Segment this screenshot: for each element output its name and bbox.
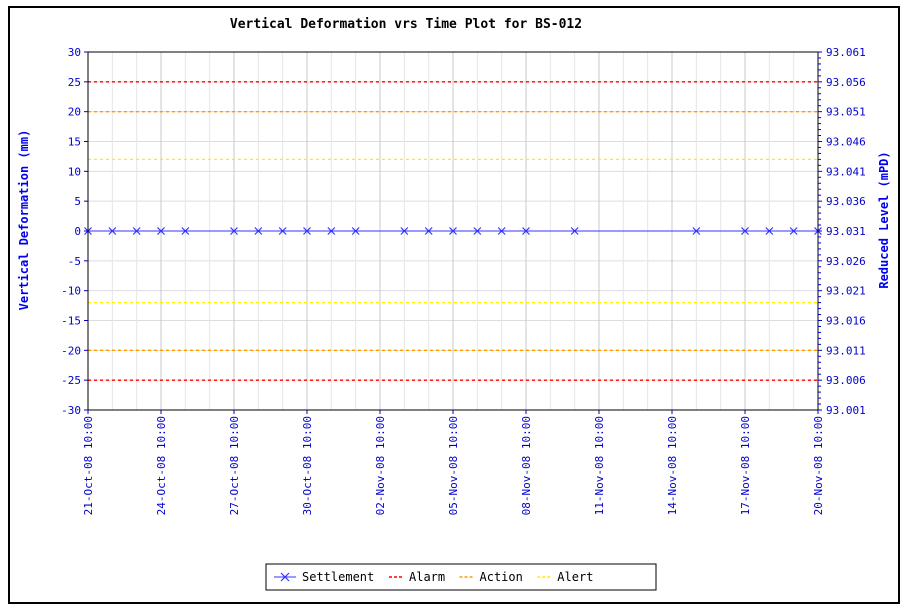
- legend-label: Alarm: [409, 570, 445, 584]
- data-point: [765, 227, 774, 235]
- right-tick-label: 93.011: [826, 344, 866, 357]
- x-tick-label: 11-Nov-08 10:00: [593, 416, 606, 515]
- left-tick-label: 5: [74, 195, 81, 208]
- x-tick-label: 02-Nov-08 10:00: [374, 416, 387, 515]
- legend-label: Alert: [557, 570, 593, 584]
- left-tick-label: -20: [61, 344, 81, 357]
- left-axis-ticks: 30 25 20 15 10 5 0 -5 -10 -15 -20 -25 -30: [61, 46, 88, 417]
- left-axis-title: Vertical Deformation (mm): [17, 130, 31, 311]
- right-tick-label: 93.016: [826, 315, 866, 328]
- legend-label: Settlement: [302, 570, 374, 584]
- data-point: [230, 227, 238, 235]
- data-point: [424, 227, 433, 235]
- right-tick-label: 93.026: [826, 255, 866, 268]
- left-tick-label: 10: [68, 165, 81, 178]
- left-tick-label: -30: [61, 404, 81, 417]
- threshold-lines: [88, 81, 818, 381]
- data-point: [497, 227, 506, 235]
- x-tick-label: 21-Oct-08 10:00: [82, 416, 95, 515]
- data-point: [278, 227, 287, 235]
- data-point: [741, 227, 749, 235]
- right-tick-label: 93.006: [826, 374, 866, 387]
- x-tick-label: 20-Nov-08 10:00: [812, 416, 825, 515]
- legend-item-settlement: Settlement: [274, 570, 374, 584]
- data-point: [522, 227, 530, 235]
- right-tick-label: 93.056: [826, 76, 866, 89]
- left-tick-label: -10: [61, 285, 81, 298]
- legend-item-alert: Alert: [537, 570, 593, 584]
- data-point: [449, 227, 457, 235]
- legend: Settlement Alarm Action Alert: [265, 563, 657, 591]
- left-tick-label: -25: [61, 374, 81, 387]
- left-tick-label: 25: [68, 76, 81, 89]
- right-axis-title: Reduced Level (mPD): [877, 151, 891, 288]
- left-tick-label: 20: [68, 106, 81, 119]
- x-tick-label: 17-Nov-08 10:00: [739, 416, 752, 515]
- right-tick-label: 93.021: [826, 285, 866, 298]
- data-point: [303, 227, 311, 235]
- x-axis-ticks: 21-Oct-08 10:00 24-Oct-08 10:00 27-Oct-08 …: [82, 410, 825, 515]
- left-tick-label: -15: [61, 315, 81, 328]
- legend-item-action: Action: [459, 570, 523, 584]
- deformation-chart: Vertical Deformation vrs Time Plot for B…: [17, 17, 891, 591]
- data-point: [570, 227, 579, 235]
- data-point: [327, 227, 336, 235]
- data-point: [181, 227, 190, 235]
- x-tick-label: 27-Oct-08 10:00: [228, 416, 241, 515]
- chart-frame: Vertical Deformation vrs Time Plot for B…: [8, 6, 900, 604]
- data-point: [108, 227, 117, 235]
- right-tick-label: 93.061: [826, 46, 866, 59]
- left-tick-label: -5: [68, 255, 81, 268]
- data-point: [132, 227, 141, 235]
- right-tick-label: 93.036: [826, 195, 866, 208]
- right-tick-label: 93.051: [826, 106, 866, 119]
- settlement-series: [84, 227, 822, 235]
- left-tick-label: 0: [74, 225, 81, 238]
- data-point: [351, 227, 360, 235]
- right-tick-label: 93.046: [826, 136, 866, 149]
- data-point: [692, 227, 701, 235]
- right-axis-ticks: 93.061 93.056 93.051 93.046 93.041 93.036 93.0…: [818, 46, 866, 417]
- right-tick-label: 93.031: [826, 225, 866, 238]
- x-tick-label: 08-Nov-08 10:00: [520, 416, 533, 515]
- x-tick-label: 30-Oct-08 10:00: [301, 416, 314, 515]
- left-tick-label: 30: [68, 46, 81, 59]
- x-tick-label: 05-Nov-08 10:00: [447, 416, 460, 515]
- data-point: [157, 227, 165, 235]
- right-tick-label: 93.041: [826, 165, 866, 178]
- data-point: [789, 227, 798, 235]
- data-point: [473, 227, 482, 235]
- x-tick-label: 24-Oct-08 10:00: [155, 416, 168, 515]
- data-point: [400, 227, 409, 235]
- x-tick-label: 14-Nov-08 10:00: [666, 416, 679, 515]
- right-tick-label: 93.001: [826, 404, 866, 417]
- legend-label: Action: [480, 570, 523, 584]
- data-point: [254, 227, 263, 235]
- legend-item-alarm: Alarm: [389, 570, 445, 584]
- chart-title: Vertical Deformation vrs Time Plot for B…: [230, 17, 582, 32]
- left-tick-label: 15: [68, 136, 81, 149]
